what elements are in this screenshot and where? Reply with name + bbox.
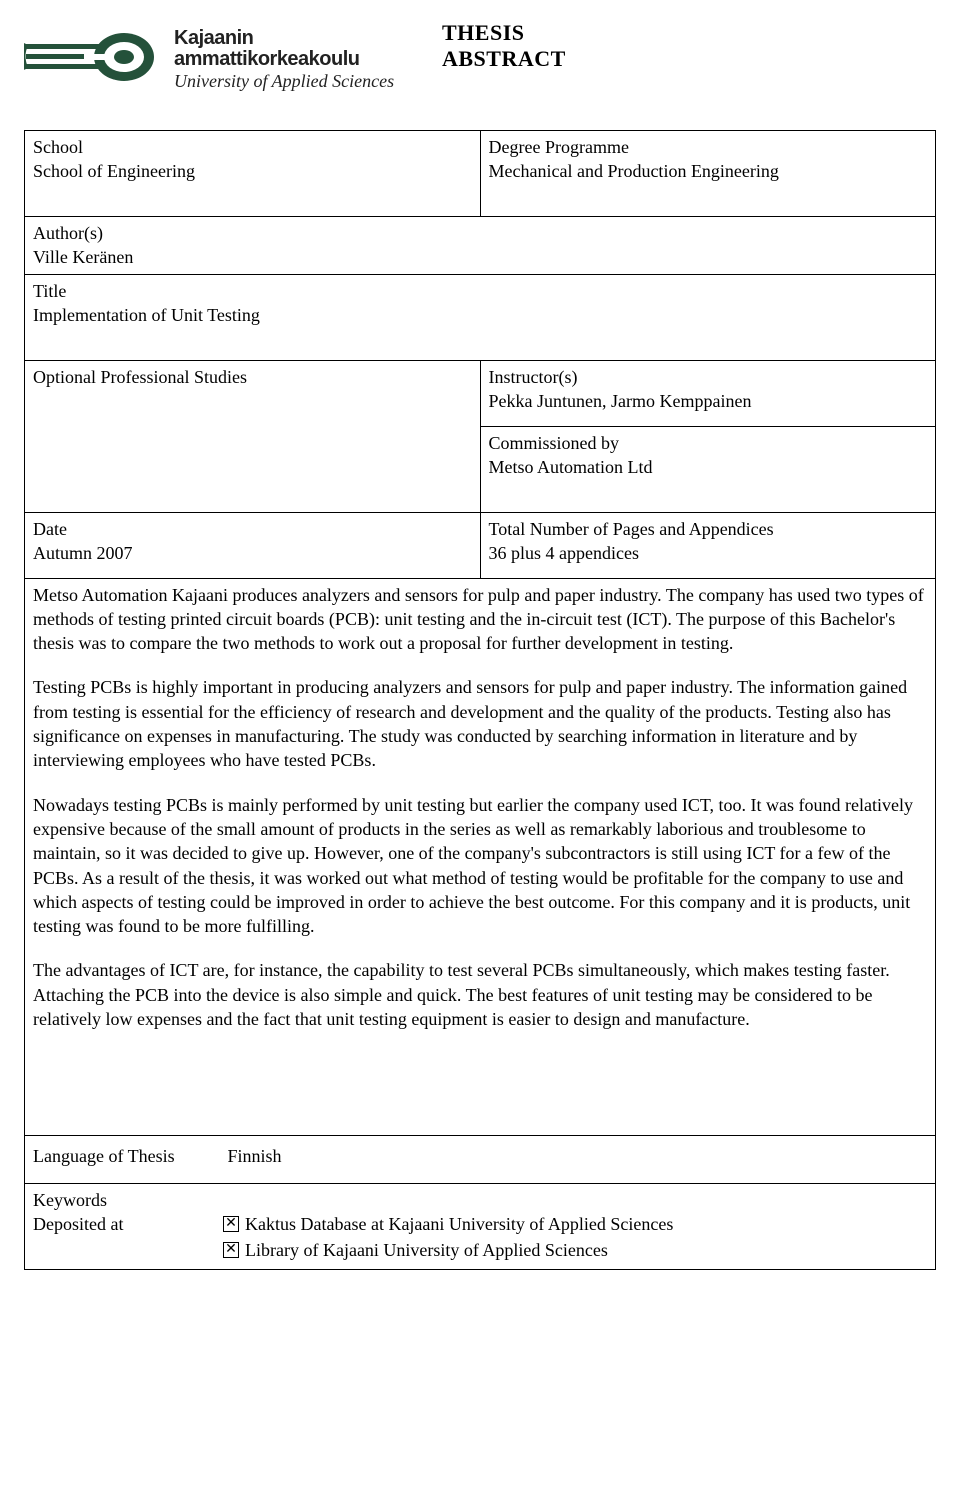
checkbox-checked-icon: ✕ <box>223 1216 239 1232</box>
school-value: School of Engineering <box>33 161 195 181</box>
title-value: Implementation of Unit Testing <box>33 305 260 325</box>
instructors-label: Instructor(s) <box>489 365 928 389</box>
cell-authors: Author(s) Ville Keränen <box>25 217 936 275</box>
header-row: Kajaanin ammattikorkeakoulu University o… <box>24 20 936 98</box>
date-label: Date <box>33 517 472 541</box>
abstract-paragraph-1: Metso Automation Kajaani produces analyz… <box>33 583 927 656</box>
cell-keywords-deposited: Keywords Deposited at ✕ Kaktus Database … <box>25 1183 936 1269</box>
degree-label: Degree Programme <box>489 135 928 159</box>
deposit-option-1-label: Kaktus Database at Kajaani University of… <box>245 1212 673 1236</box>
abstract-paragraph-4: The advantages of ICT are, for instance,… <box>33 958 927 1031</box>
checkbox-checked-icon: ✕ <box>223 1242 239 1258</box>
cell-commissioned: Commissioned by Metso Automation Ltd <box>480 426 936 512</box>
deposit-option-2: ✕ Library of Kajaani University of Appli… <box>223 1238 673 1262</box>
cell-abstract-body: Metso Automation Kajaani produces analyz… <box>25 578 936 1136</box>
heading-line-1: THESIS <box>442 20 566 46</box>
commissioned-value: Metso Automation Ltd <box>489 457 653 477</box>
heading-line-2: ABSTRACT <box>442 46 566 72</box>
abstract-paragraph-3: Nowadays testing PCBs is mainly performe… <box>33 793 927 939</box>
authors-label: Author(s) <box>33 221 927 245</box>
commissioned-label: Commissioned by <box>489 431 928 455</box>
logo-mark-icon <box>24 20 164 98</box>
logo-line-2: ammattikorkeakoulu <box>174 49 394 70</box>
date-value: Autumn 2007 <box>33 543 133 563</box>
deposited-label: Deposited at <box>33 1212 223 1236</box>
document-heading: THESIS ABSTRACT <box>442 20 566 73</box>
abstract-form-table: School School of Engineering Degree Prog… <box>24 130 936 1270</box>
school-label: School <box>33 135 472 159</box>
cell-degree: Degree Programme Mechanical and Producti… <box>480 131 936 217</box>
title-label: Title <box>33 279 927 303</box>
instructors-value: Pekka Juntunen, Jarmo Kemppainen <box>489 391 752 411</box>
language-label: Language of Thesis <box>33 1144 223 1168</box>
cell-instructors: Instructor(s) Pekka Juntunen, Jarmo Kemp… <box>480 360 936 426</box>
degree-value: Mechanical and Production Engineering <box>489 161 779 181</box>
cell-title: Title Implementation of Unit Testing <box>25 274 936 360</box>
abstract-paragraph-2: Testing PCBs is highly important in prod… <box>33 675 927 772</box>
cell-language: Language of Thesis Finnish <box>25 1136 936 1183</box>
pages-value: 36 plus 4 appendices <box>489 543 639 563</box>
deposit-option-2-label: Library of Kajaani University of Applied… <box>245 1238 608 1262</box>
cell-pages: Total Number of Pages and Appendices 36 … <box>480 512 936 578</box>
authors-value: Ville Keränen <box>33 247 133 267</box>
keywords-label: Keywords <box>33 1190 107 1210</box>
pages-label: Total Number of Pages and Appendices <box>489 517 928 541</box>
cell-date: Date Autumn 2007 <box>25 512 481 578</box>
logo-line-1: Kajaanin <box>174 28 394 49</box>
institution-logo: Kajaanin ammattikorkeakoulu University o… <box>24 20 442 98</box>
cell-school: School School of Engineering <box>25 131 481 217</box>
deposit-option-1: ✕ Kaktus Database at Kajaani University … <box>223 1212 673 1236</box>
cell-optional-studies: Optional Professional Studies <box>25 360 481 512</box>
logo-text: Kajaanin ammattikorkeakoulu University o… <box>174 28 394 91</box>
optional-studies-label: Optional Professional Studies <box>33 367 247 387</box>
language-value: Finnish <box>228 1146 282 1166</box>
logo-line-3: University of Applied Sciences <box>174 72 394 91</box>
